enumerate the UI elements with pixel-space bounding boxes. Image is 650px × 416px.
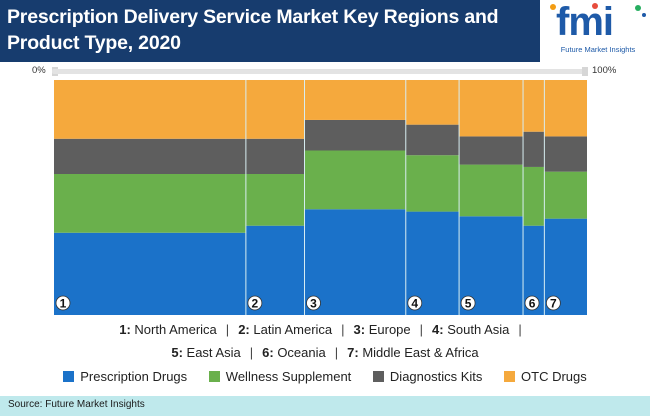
region-separator: | [518,322,522,337]
bar-segment-wellness-supplement-region-5 [459,164,524,217]
bar-segment-wellness-supplement-region-6 [523,166,545,226]
badge-circle [524,295,540,311]
column-number-badge-1: 1 [55,295,71,311]
bar-segment-otc-drugs-region-6 [523,80,545,132]
axis-max-label: 100% [592,65,617,76]
legend-swatch [372,371,384,382]
bar-segment-diagnostics-kits-region-7 [544,136,587,172]
brand-logo: fmi Future Market Insights [540,0,650,62]
region-item-3: 3: Europe [353,322,411,337]
bar-segment-otc-drugs-region-4 [405,80,460,125]
badge-label: 3 [310,297,317,311]
bar-segment-wellness-supplement-region-3 [304,150,406,210]
bar-segment-prescription-drugs-region-3 [304,209,406,315]
logo-caption: Future Market Insights [560,45,636,54]
column-number-badge-6: 6 [524,295,540,311]
bar-segment-diagnostics-kits-region-2 [245,138,305,174]
header-banner: Prescription Delivery Service Market Key… [0,0,650,62]
bar-segment-prescription-drugs-region-6 [523,225,545,315]
column-number-badge-2: 2 [247,295,263,311]
bar-segment-wellness-supplement-region-4 [405,155,460,212]
legend-item-diagnostics-kits: Diagnostics Kits [372,367,482,387]
bar-segment-diagnostics-kits-region-6 [523,131,545,167]
region-legend-row-1: 1: North America | 2: Latin America | 3: Eur… [0,320,650,340]
legend-item-prescription-drugs: Prescription Drugs [63,367,187,387]
bar-segment-wellness-supplement-region-7 [544,171,587,219]
axis-right-cap [582,67,588,76]
badge-label: 7 [550,297,557,311]
bar-segment-otc-drugs-region-2 [245,80,305,139]
bar-segment-otc-drugs-region-3 [304,80,406,120]
badge-circle [55,295,71,311]
logo-wordmark: fmi [556,0,614,44]
bar-segment-otc-drugs-region-1 [54,80,246,139]
region-separator: | [419,322,424,337]
chart-title: Prescription Delivery Service Market Key… [7,6,499,54]
region-item-6: 6: Oceania [262,345,326,360]
source-note: Source: Future Market Insights [8,399,145,410]
badge-label: 2 [252,297,259,311]
region-item-5: 5: East Asia [171,345,241,360]
bar-segment-prescription-drugs-region-1 [54,232,246,315]
badge-circle [306,295,321,311]
legend-item-wellness-supplement: Wellness Supplement [208,367,351,387]
column-number-badge-7: 7 [545,295,561,311]
legend-swatch [504,371,516,382]
axis-min-label: 0% [32,65,46,76]
series-legend: Prescription Drugs Wellness Supplement D… [0,367,650,387]
badge-circle [460,295,476,311]
bar-segment-diagnostics-kits-region-1 [54,138,246,174]
bar-segment-diagnostics-kits-region-3 [304,119,406,151]
bar-segment-diagnostics-kits-region-5 [459,136,524,165]
region-separator: | [341,322,345,337]
footer-bar: Source: Future Market Insights [0,396,650,416]
bar-segment-otc-drugs-region-7 [544,80,587,137]
logo-dots-icon [550,3,646,17]
region-item-7: 7: Middle East & Africa [347,345,479,360]
region-separator: | [249,345,254,360]
badge-circle [545,295,561,311]
badge-circle [247,295,263,311]
region-separator: | [225,322,230,337]
bar-segment-wellness-supplement-region-2 [245,174,305,226]
column-number-badge-4: 4 [407,295,423,311]
bar-segment-otc-drugs-region-5 [459,80,524,137]
legend-item-otc-drugs: OTC Drugs [504,367,587,387]
region-legend-row-2: 5: East Asia | 6: Oceania | 7: Middle East &… [0,343,650,363]
badge-circle [407,295,423,311]
column-number-badge-3: 3 [306,295,321,311]
legend-swatch [63,371,75,382]
badge-label: 4 [411,297,418,311]
badge-label: 6 [529,297,536,311]
region-item-2: 2: Latin America [238,322,333,337]
bar-segment-diagnostics-kits-region-4 [405,124,460,156]
region-separator: | [334,345,339,360]
badge-label: 5 [465,297,472,311]
region-item-4: 4: South Asia [432,322,510,337]
column-number-badge-5: 5 [460,295,476,311]
bar-segment-wellness-supplement-region-1 [54,174,246,233]
axis-percent-track [52,69,588,74]
region-item-1: 1: North America [119,322,217,337]
legend-swatch [208,371,220,382]
badge-label: 1 [60,297,67,311]
